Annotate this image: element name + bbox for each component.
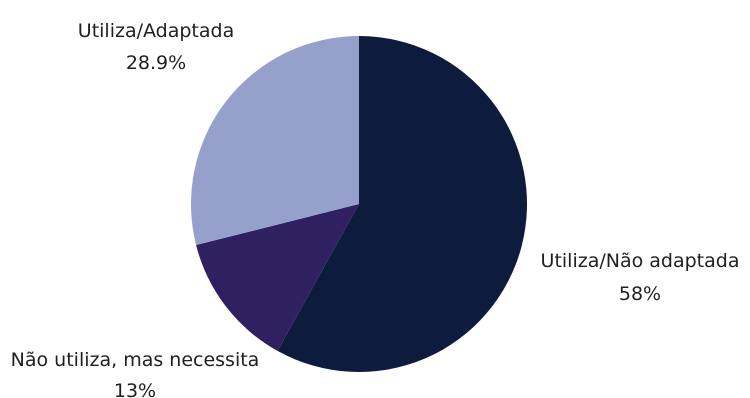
- slice-nao-utiliza-mas-necessita: [196, 204, 359, 351]
- slice-label-nao-utiliza-mas-necessita: Não utiliza, mas necessita 13%: [11, 349, 260, 398]
- slice-label-value: 58%: [619, 283, 661, 305]
- pie-slices: [190, 36, 528, 372]
- slice-label-utiliza-nao-adaptada: Utiliza/Não adaptada 58%: [541, 250, 740, 305]
- slice-utiliza-nao-adaptada: [277, 36, 528, 372]
- slice-utiliza-adaptada: [190, 36, 359, 246]
- slice-label-category: Não utiliza, mas necessita: [11, 349, 260, 371]
- slice-label-category: Utiliza/Não adaptada: [541, 250, 740, 272]
- slice-label-value: 28.9%: [126, 52, 186, 74]
- slice-label-category: Utiliza/Adaptada: [78, 20, 234, 42]
- slice-label-value: 13%: [114, 380, 156, 398]
- slice-label-utiliza-adaptada: Utiliza/Adaptada 28.9%: [78, 20, 234, 74]
